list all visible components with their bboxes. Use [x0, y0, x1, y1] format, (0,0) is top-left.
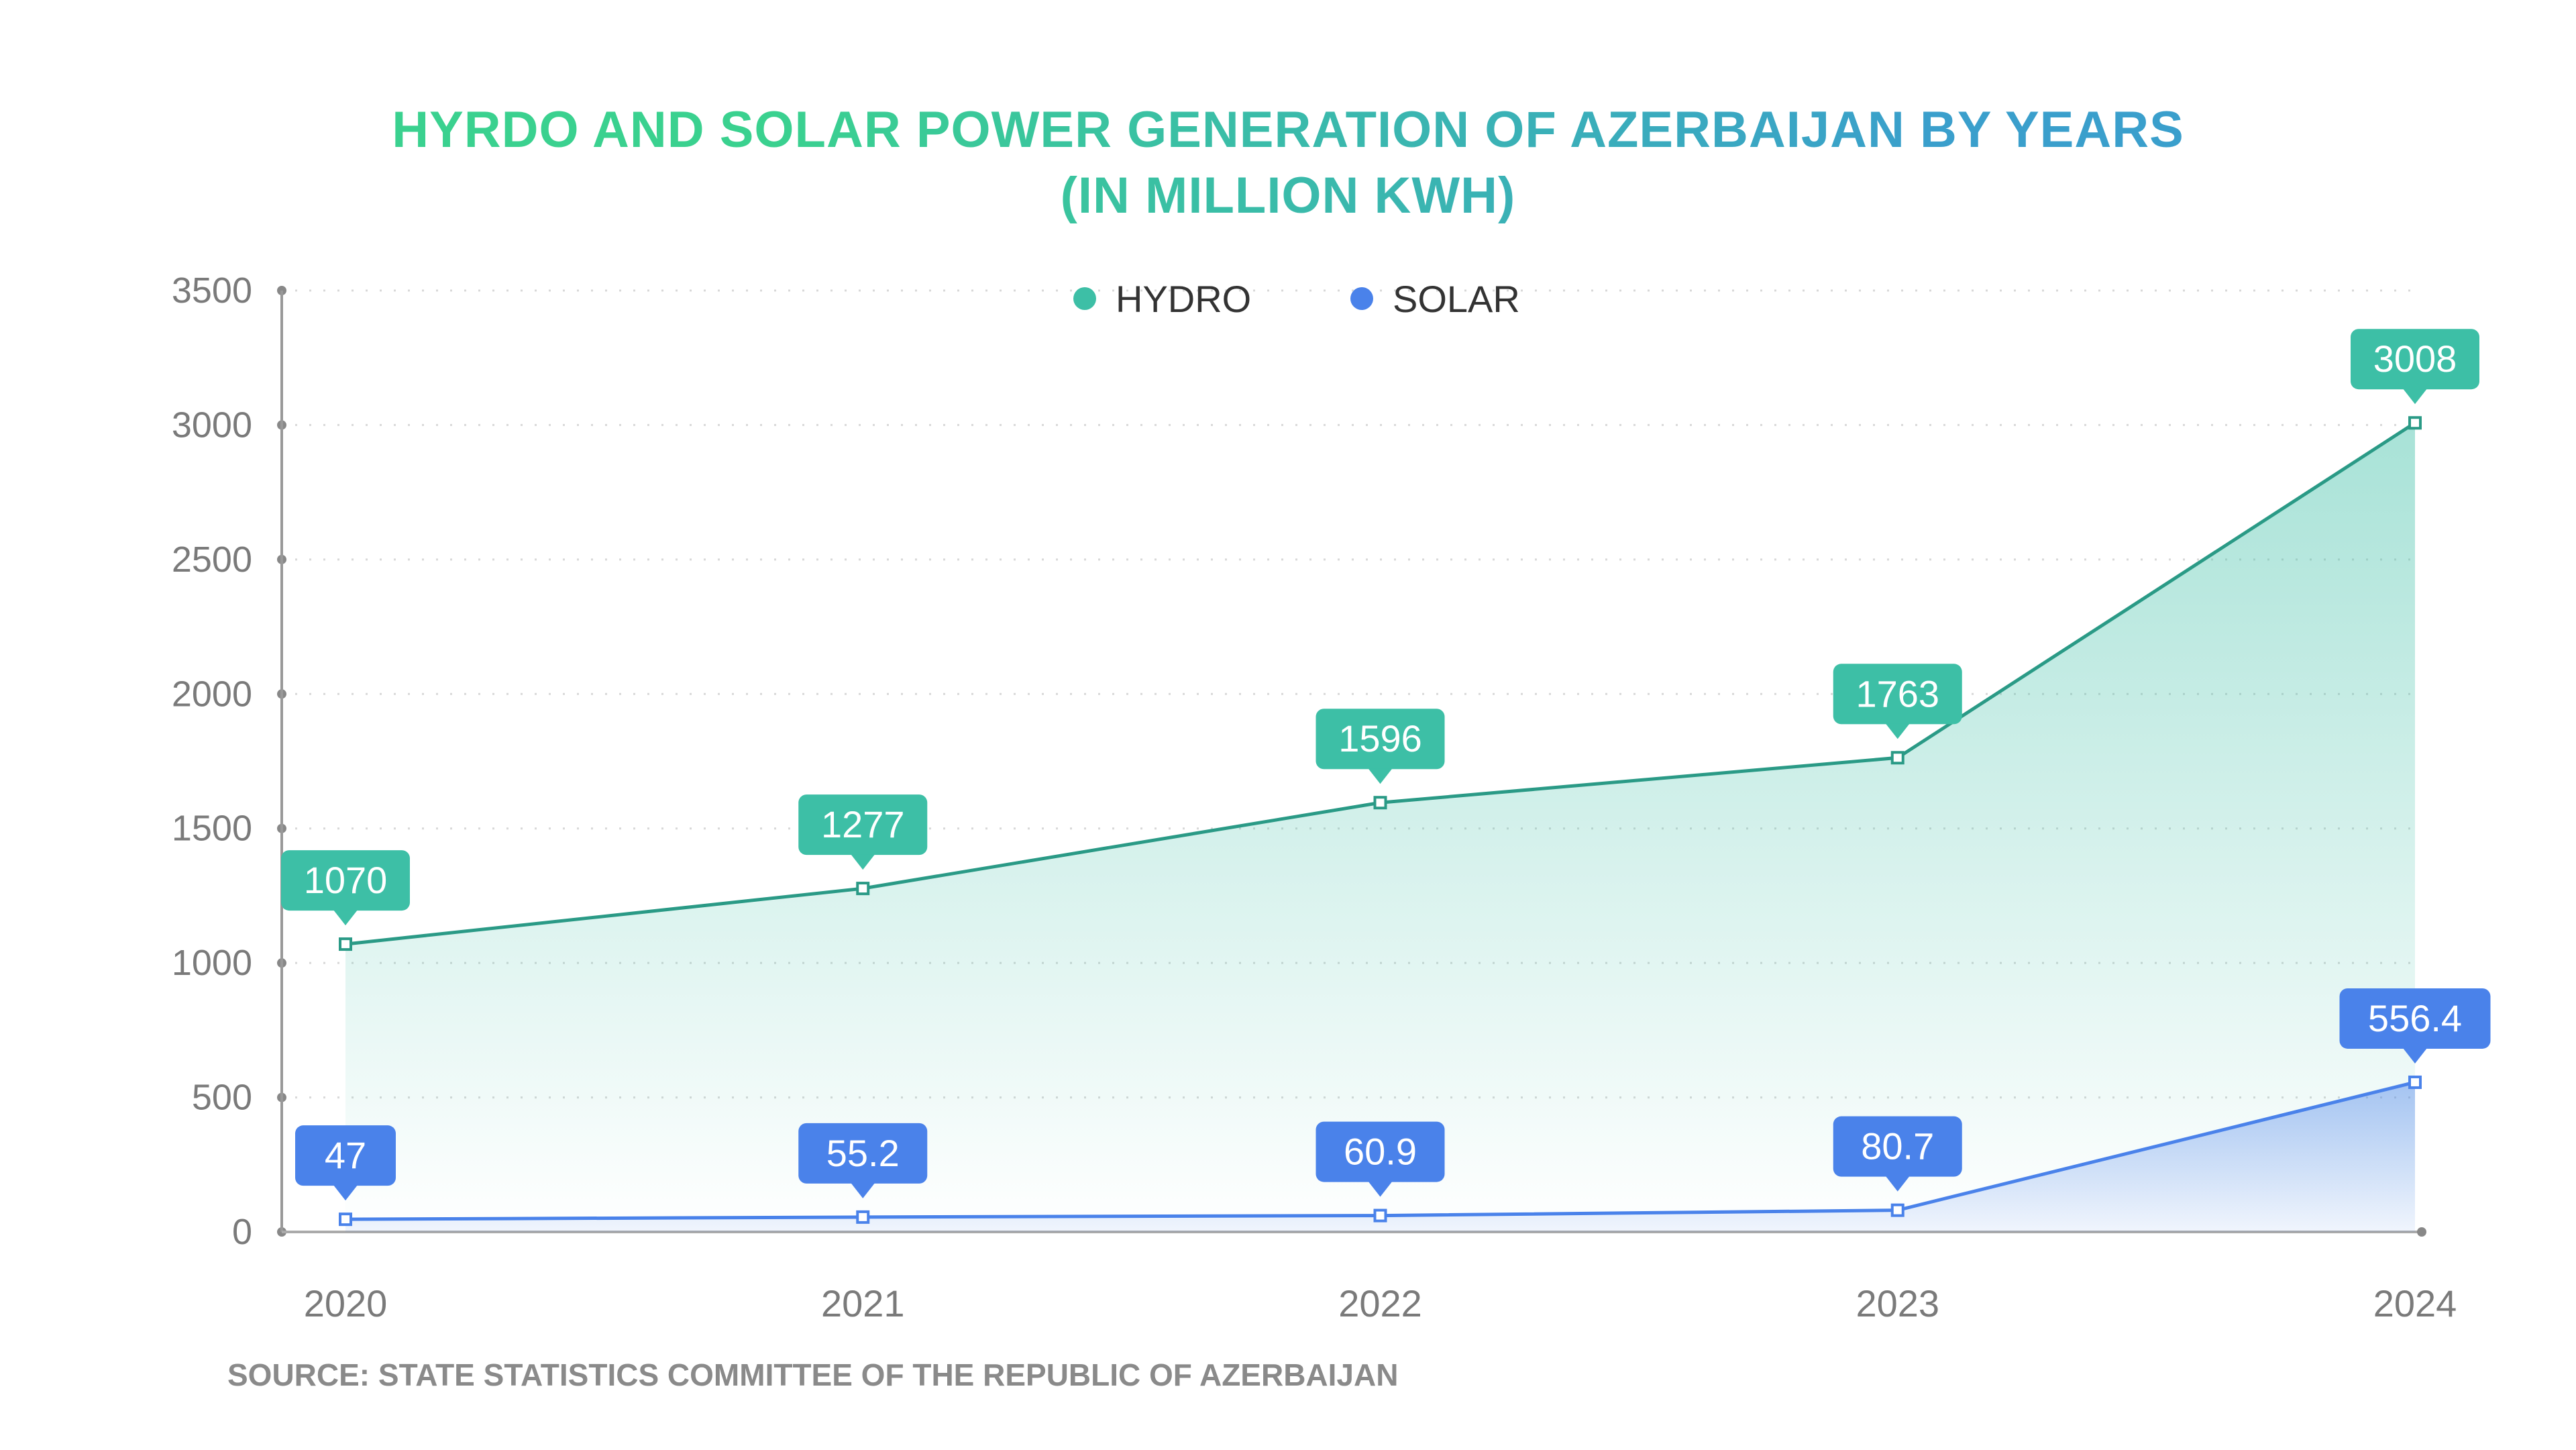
- x-tick-label: 2021: [821, 1282, 905, 1325]
- data-label: 47: [295, 1125, 396, 1201]
- data-label-pointer: [1885, 723, 1910, 739]
- data-label-text: 47: [325, 1134, 366, 1176]
- data-point: [339, 937, 352, 951]
- y-tick-label: 2000: [172, 674, 252, 714]
- y-tick-label: 2500: [172, 539, 252, 580]
- legend-label-hydro: HYDRO: [1116, 278, 1251, 320]
- data-point: [1890, 1203, 1904, 1217]
- y-tick-label: 0: [232, 1212, 252, 1252]
- data-label-text: 60.9: [1344, 1131, 1417, 1173]
- data-label-pointer: [1885, 1176, 1910, 1192]
- y-tick-label: 1000: [172, 943, 252, 983]
- data-label-box: [798, 1123, 928, 1184]
- data-point: [1373, 1208, 1387, 1223]
- data-point: [2408, 416, 2422, 430]
- y-tick-label: 3000: [172, 405, 252, 445]
- x-tick-label: 2022: [1338, 1282, 1422, 1325]
- data-label-pointer: [333, 910, 358, 926]
- data-label-text: 1277: [821, 803, 905, 845]
- x-tick-label: 2020: [304, 1282, 388, 1325]
- data-label-pointer: [851, 1182, 875, 1198]
- data-label: 60.9: [1316, 1121, 1445, 1197]
- data-label: 3008: [2351, 329, 2479, 405]
- data-label-box: [2339, 988, 2491, 1049]
- chart-subtitle: (IN MILLION KWH): [0, 166, 2576, 225]
- y-tick-label: 3500: [172, 270, 252, 311]
- data-point: [1373, 796, 1387, 810]
- x-tick-label: 2024: [2373, 1282, 2457, 1325]
- y-tick-label: 500: [192, 1078, 252, 1118]
- data-point: [2408, 1075, 2422, 1089]
- data-point: [856, 1210, 870, 1224]
- area-solar: [345, 1082, 2415, 1232]
- source-note: SOURCE: STATE STATISTICS COMMITTEE OF TH…: [227, 1357, 1399, 1392]
- data-label-text: 80.7: [1861, 1125, 1934, 1168]
- data-label-text: 1070: [304, 859, 388, 901]
- area-hydro: [345, 423, 2415, 1233]
- legend-marker-solar: [1350, 287, 1373, 310]
- data-label-pointer: [851, 854, 875, 870]
- data-point: [856, 882, 870, 896]
- data-label-pointer: [2403, 389, 2427, 405]
- data-point: [339, 1212, 352, 1227]
- data-label-box: [281, 850, 410, 911]
- data-label-box: [1316, 1121, 1445, 1182]
- data-label-text: 3008: [2373, 338, 2457, 380]
- data-label: 55.2: [798, 1123, 928, 1198]
- data-label-text: 556.4: [2368, 997, 2462, 1039]
- data-label-box: [798, 794, 928, 856]
- data-label-text: 1763: [1856, 672, 1939, 715]
- legend-marker-hydro: [1073, 287, 1096, 310]
- data-label-box: [2351, 329, 2479, 390]
- y-tick-label: 1500: [172, 809, 252, 849]
- data-label: 1070: [281, 850, 410, 926]
- data-label-box: [1833, 1116, 1962, 1177]
- x-axis-end: [2417, 1227, 2426, 1237]
- data-point: [1890, 751, 1904, 765]
- data-label-pointer: [2403, 1047, 2427, 1064]
- data-label: 80.7: [1833, 1116, 1962, 1192]
- data-label-box: [295, 1125, 396, 1186]
- data-label: 1596: [1316, 709, 1445, 784]
- data-label-text: 55.2: [826, 1132, 900, 1174]
- chart-title: HYRDO AND SOLAR POWER GENERATION OF AZER…: [0, 101, 2576, 159]
- data-label-pointer: [1368, 1181, 1393, 1197]
- x-tick-label: 2023: [1856, 1282, 1939, 1325]
- data-label: 556.4: [2339, 988, 2491, 1064]
- data-label-text: 1596: [1338, 717, 1422, 760]
- legend-label-solar: SOLAR: [1393, 278, 1520, 320]
- data-label: 1763: [1833, 664, 1962, 739]
- data-label-box: [1316, 709, 1445, 770]
- data-label: 1277: [798, 794, 928, 870]
- data-label-pointer: [333, 1185, 358, 1201]
- data-label-pointer: [1368, 768, 1393, 784]
- data-label-box: [1833, 664, 1962, 725]
